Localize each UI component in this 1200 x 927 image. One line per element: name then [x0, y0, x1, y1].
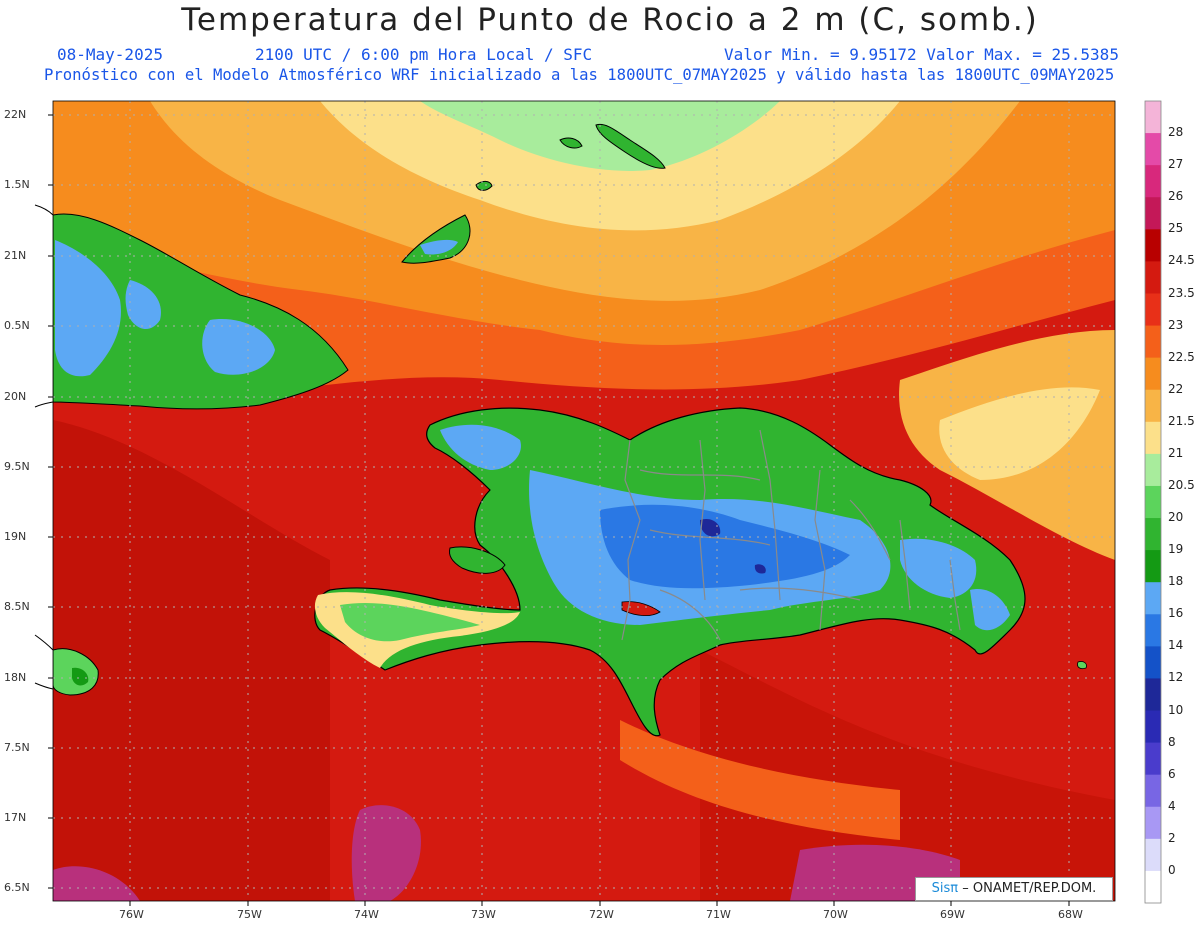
lat-label: 21N — [4, 249, 27, 262]
colorbar-label: 20 — [1168, 510, 1184, 524]
colorbar-label: 25 — [1168, 221, 1184, 236]
colorbar-label: 10 — [1168, 702, 1184, 717]
lat-label: 20N — [4, 390, 27, 403]
colorbar-label: 28 — [1168, 125, 1184, 140]
colorbar-swatch — [1145, 261, 1161, 294]
lon-label: 72W — [589, 908, 614, 921]
valid-date: 08-May-2025 — [57, 45, 163, 64]
colorbar-swatch — [1145, 838, 1161, 872]
lat-label: 8.5N — [4, 600, 30, 613]
lon-label: 68W — [1058, 908, 1083, 921]
colorbar-label: 12 — [1168, 670, 1184, 685]
lon-label: 69W — [940, 908, 965, 921]
lat-label: 7.5N — [4, 741, 30, 754]
colorbar-swatch — [1145, 678, 1161, 712]
lat-label: 0.5N — [4, 319, 30, 332]
colorbar-swatch — [1145, 165, 1161, 198]
colorbar-frame — [1144, 100, 1162, 904]
colorbar-swatch — [1145, 357, 1161, 391]
lon-label: 73W — [471, 908, 496, 921]
colorbar-swatch — [1145, 582, 1161, 615]
map-title: Temperatura del Punto de Rocio a 2 m (C,… — [181, 2, 1039, 38]
colorbar-label: 27 — [1168, 157, 1184, 172]
colorbar-label: 21 — [1168, 445, 1184, 460]
credit-text: – ONAMET/REP.DOM. — [962, 881, 1097, 896]
lat-label: 17N — [4, 811, 27, 824]
lon-label: 75W — [237, 908, 262, 921]
colorbar-label: 24.5 — [1168, 253, 1195, 268]
colorbar — [1144, 100, 1162, 904]
colorbar-label: 23 — [1168, 317, 1184, 332]
colorbar-swatch — [1145, 421, 1161, 455]
lat-label: 18N — [4, 671, 27, 684]
lat-label: 22N — [4, 108, 27, 121]
colorbar-swatch — [1145, 806, 1161, 840]
colorbar-swatch — [1145, 550, 1161, 583]
colorbar-label: 8 — [1168, 734, 1176, 749]
lon-label: 70W — [823, 908, 848, 921]
colorbar-label: 22 — [1168, 381, 1184, 396]
colorbar-swatch — [1145, 614, 1161, 647]
colorbar-label: 0 — [1168, 862, 1176, 877]
colorbar-label: 21.5 — [1168, 413, 1195, 428]
colorbar-label: 20.5 — [1168, 478, 1195, 492]
colorbar-swatch — [1145, 325, 1161, 359]
colorbar-swatch — [1145, 389, 1161, 423]
colorbar-swatch — [1145, 774, 1161, 808]
colorbar-swatch — [1145, 710, 1161, 744]
lat-label: 6.5N — [4, 881, 30, 894]
credit-brand: Sisπ — [931, 881, 959, 896]
colorbar-swatch — [1145, 518, 1161, 551]
colorbar-swatch — [1145, 453, 1161, 487]
lat-label: 19N — [4, 530, 27, 543]
colorbar-label: 2 — [1168, 830, 1176, 845]
colorbar-swatch — [1145, 101, 1161, 134]
colorbar-label: 14 — [1168, 638, 1184, 653]
colorbar-swatch — [1145, 870, 1161, 904]
colorbar-swatch — [1145, 485, 1161, 519]
valid-time: 2100 UTC / 6:00 pm Hora Local / SFC — [255, 45, 593, 64]
colorbar-swatch — [1145, 229, 1161, 262]
colorbar-swatch — [1145, 293, 1161, 327]
forecast-info: Pronóstico con el Modelo Atmosférico WRF… — [44, 66, 1115, 84]
colorbar-label: 18 — [1168, 574, 1184, 589]
colorbar-label: 16 — [1168, 606, 1184, 621]
credit-box: Sisπ – ONAMET/REP.DOM. — [915, 877, 1113, 901]
lon-label: 74W — [354, 908, 379, 921]
lat-label: 1.5N — [4, 178, 30, 191]
colorbar-label: 19 — [1168, 542, 1184, 557]
colorbar-label: 26 — [1168, 189, 1184, 204]
lon-label: 76W — [119, 908, 144, 921]
lon-label: 71W — [706, 908, 731, 921]
colorbar-label: 22.5 — [1168, 349, 1195, 364]
map-plot-area — [53, 101, 1115, 901]
colorbar-label: 23.5 — [1168, 285, 1195, 300]
colorbar-swatch — [1145, 133, 1161, 166]
min-max-values: Valor Min. = 9.95172 Valor Max. = 25.538… — [724, 45, 1119, 64]
colorbar-label: 6 — [1168, 766, 1176, 781]
lat-label: 9.5N — [4, 460, 30, 473]
colorbar-label: 4 — [1168, 798, 1176, 813]
colorbar-swatch — [1145, 646, 1161, 679]
colorbar-swatch — [1145, 197, 1161, 230]
colorbar-swatch — [1145, 742, 1161, 776]
